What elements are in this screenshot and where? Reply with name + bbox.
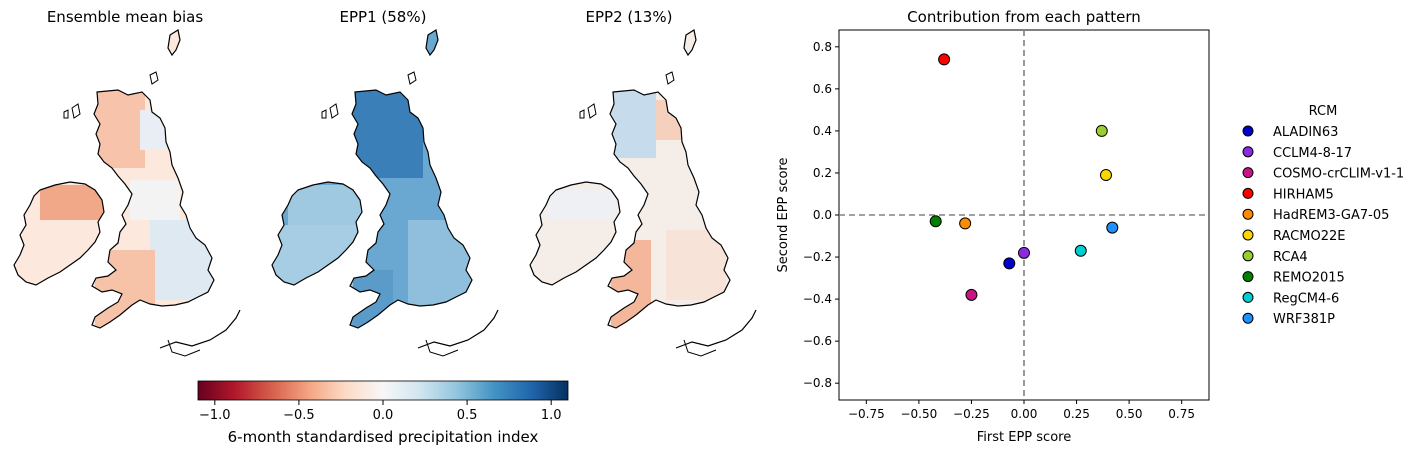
legend-marker [1242,125,1254,137]
y-axis-ticks: −0.8 −0.6 −0.4 −0.2 0.0 0.2 0.4 0.6 0.8 [803,40,839,390]
legend-marker [1242,250,1254,262]
y-tick-label: 0.4 [813,124,832,138]
colorbar-tick-label: 0.0 [373,408,394,423]
point-hadrem3-ga7-05 [959,217,972,230]
legend-label: HadREM3-GA7-05 [1273,208,1389,223]
point-remo2015 [929,215,942,228]
map-title-epp2: EPP2 (13%) [585,8,673,26]
point-hirham5 [938,53,951,66]
legend-label: WRF381P [1273,312,1335,327]
y-tick-label: 0.2 [813,166,832,180]
x-tick-label: −0.25 [953,407,990,421]
colorbar-label: 6-month standardised precipitation index [227,428,539,446]
point-regcm4-6 [1074,244,1087,257]
legend-marker [1242,146,1254,158]
legend-label: ALADIN63 [1273,125,1338,140]
x-tick-label: 0.25 [1063,407,1090,421]
y-axis-label: Second EPP score [776,158,791,273]
point-rca4 [1095,124,1108,137]
legend-label: RegCM4-6 [1273,291,1339,306]
x-axis-label: First EPP score [977,430,1071,445]
legend-marker [1242,229,1254,241]
legend-label: RCA4 [1273,250,1308,265]
reference-lines [839,30,1209,400]
x-axis-ticks: −0.75 −0.50 −0.25 0.00 0.25 0.50 0.75 [848,400,1195,421]
colorbar-ticks: −1.0 −0.5 0.0 0.5 1.0 [199,400,562,423]
y-tick-label: 0.0 [813,208,832,222]
y-tick-label: −0.4 [803,292,832,306]
legend-label: RACMO22E [1273,229,1345,244]
legend-label: CCLM4-8-17 [1273,146,1352,161]
legend-marker [1242,167,1254,179]
scatter-title: Contribution from each pattern [907,8,1141,26]
legend-marker [1242,291,1254,303]
y-tick-label: −0.8 [803,376,832,390]
y-tick-label: −0.6 [803,334,832,348]
point-racmo22e [1099,169,1112,182]
legend-marker [1242,271,1254,283]
map-title-epp1: EPP1 (58%) [339,8,427,26]
y-tick-label: 0.8 [813,40,832,54]
x-tick-label: −0.50 [900,407,937,421]
legend-label: COSMO-crCLIM-v1-1 [1273,167,1404,182]
colorbar-tick-label: 0.5 [457,408,478,423]
colorbar-tick-label: −1.0 [199,408,231,423]
colorbar-tick-label: 1.0 [541,408,562,423]
scatter-points [929,53,1119,301]
maps-panel: −1.0 −0.5 0.0 0.5 1.0 [13,29,757,423]
x-tick-label: 0.75 [1168,407,1195,421]
point-aladin63 [1003,257,1016,270]
legend-marker [1242,208,1254,220]
point-cclm4-8-17 [1018,246,1030,259]
legend-label: HIRHAM5 [1273,187,1334,202]
point-cosmo-crclim-v1-1 [965,288,978,301]
point-wrf381p [1106,221,1119,234]
y-tick-label: 0.6 [813,82,832,96]
colorbar-tick-label: −0.5 [283,408,315,423]
map-title-bias: Ensemble mean bias [46,8,204,26]
x-tick-label: 0.00 [1011,407,1038,421]
legend: RCM ALADIN63 CCLM4-8-17 COSMO-crCLIM-v1-1 H… [1242,104,1404,327]
legend-marker [1242,187,1254,199]
x-tick-label: −0.75 [848,407,885,421]
legend-marker [1242,312,1254,324]
x-tick-label: 0.50 [1116,407,1143,421]
legend-label: REMO2015 [1273,271,1345,286]
y-tick-label: −0.2 [803,250,832,264]
legend-title: RCM [1309,104,1338,119]
